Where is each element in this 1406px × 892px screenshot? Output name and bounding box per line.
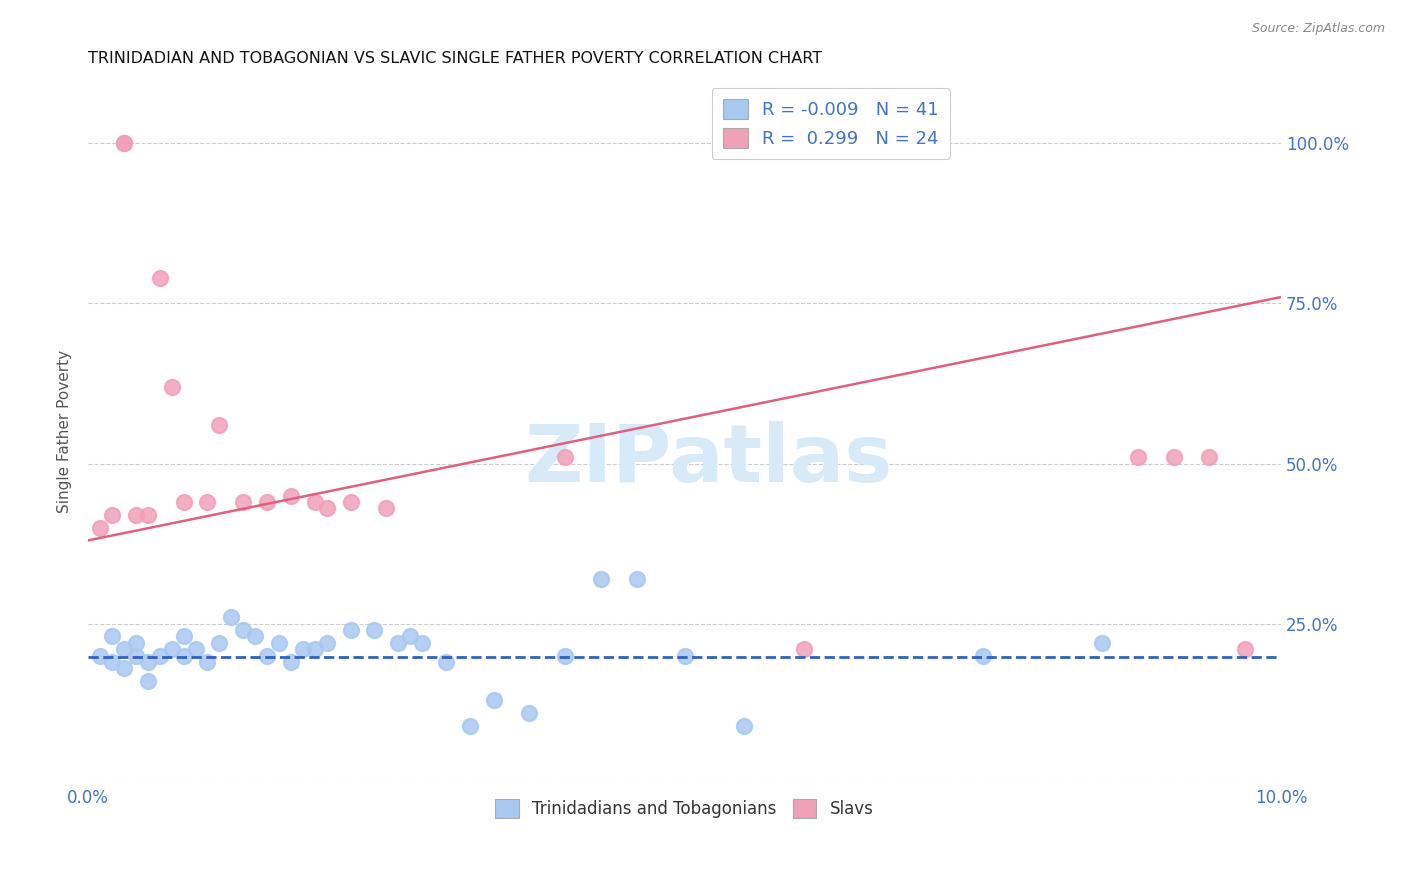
Point bbox=[291, 642, 314, 657]
Point bbox=[208, 418, 231, 433]
Point bbox=[173, 630, 195, 644]
Point bbox=[184, 642, 207, 657]
Point bbox=[363, 623, 385, 637]
Point bbox=[972, 648, 994, 663]
Point bbox=[554, 450, 576, 465]
Text: Source: ZipAtlas.com: Source: ZipAtlas.com bbox=[1251, 22, 1385, 36]
Point bbox=[136, 674, 159, 689]
Legend: Trinidadians and Tobagonians, Slavs: Trinidadians and Tobagonians, Slavs bbox=[489, 793, 880, 825]
Point bbox=[256, 648, 278, 663]
Point bbox=[458, 719, 481, 733]
Point bbox=[1126, 450, 1149, 465]
Point bbox=[160, 380, 183, 394]
Point bbox=[1198, 450, 1220, 465]
Point bbox=[101, 508, 124, 522]
Point bbox=[304, 495, 326, 509]
Point bbox=[125, 508, 148, 522]
Point bbox=[243, 630, 266, 644]
Text: TRINIDADIAN AND TOBAGONIAN VS SLAVIC SINGLE FATHER POVERTY CORRELATION CHART: TRINIDADIAN AND TOBAGONIAN VS SLAVIC SIN… bbox=[89, 51, 823, 66]
Point bbox=[589, 572, 612, 586]
Point bbox=[387, 636, 409, 650]
Point bbox=[411, 636, 433, 650]
Point bbox=[197, 495, 219, 509]
Point bbox=[232, 623, 254, 637]
Point bbox=[149, 270, 172, 285]
Point bbox=[434, 655, 457, 669]
Point bbox=[315, 636, 337, 650]
Point bbox=[173, 495, 195, 509]
Point bbox=[125, 648, 148, 663]
Point bbox=[399, 630, 422, 644]
Point bbox=[267, 636, 290, 650]
Point bbox=[112, 661, 135, 675]
Point bbox=[101, 655, 124, 669]
Point bbox=[101, 630, 124, 644]
Point bbox=[519, 706, 541, 721]
Point bbox=[112, 642, 135, 657]
Point bbox=[554, 648, 576, 663]
Point bbox=[160, 642, 183, 657]
Point bbox=[221, 610, 243, 624]
Point bbox=[673, 648, 696, 663]
Y-axis label: Single Father Poverty: Single Father Poverty bbox=[58, 350, 72, 513]
Point bbox=[89, 648, 111, 663]
Point bbox=[149, 648, 172, 663]
Point bbox=[125, 636, 148, 650]
Point bbox=[112, 136, 135, 151]
Point bbox=[1234, 642, 1257, 657]
Point bbox=[89, 520, 111, 534]
Point bbox=[256, 495, 278, 509]
Point bbox=[1091, 636, 1114, 650]
Point bbox=[1163, 450, 1185, 465]
Point bbox=[339, 495, 361, 509]
Point bbox=[626, 572, 648, 586]
Point bbox=[482, 693, 505, 707]
Point bbox=[112, 136, 135, 151]
Point bbox=[136, 508, 159, 522]
Point bbox=[793, 642, 815, 657]
Point bbox=[136, 655, 159, 669]
Text: ZIPatlas: ZIPatlas bbox=[524, 421, 893, 499]
Point bbox=[280, 489, 302, 503]
Point bbox=[208, 636, 231, 650]
Point bbox=[280, 655, 302, 669]
Point bbox=[173, 648, 195, 663]
Point bbox=[315, 501, 337, 516]
Point bbox=[197, 655, 219, 669]
Point bbox=[232, 495, 254, 509]
Point bbox=[733, 719, 755, 733]
Point bbox=[304, 642, 326, 657]
Point bbox=[375, 501, 398, 516]
Point bbox=[339, 623, 361, 637]
